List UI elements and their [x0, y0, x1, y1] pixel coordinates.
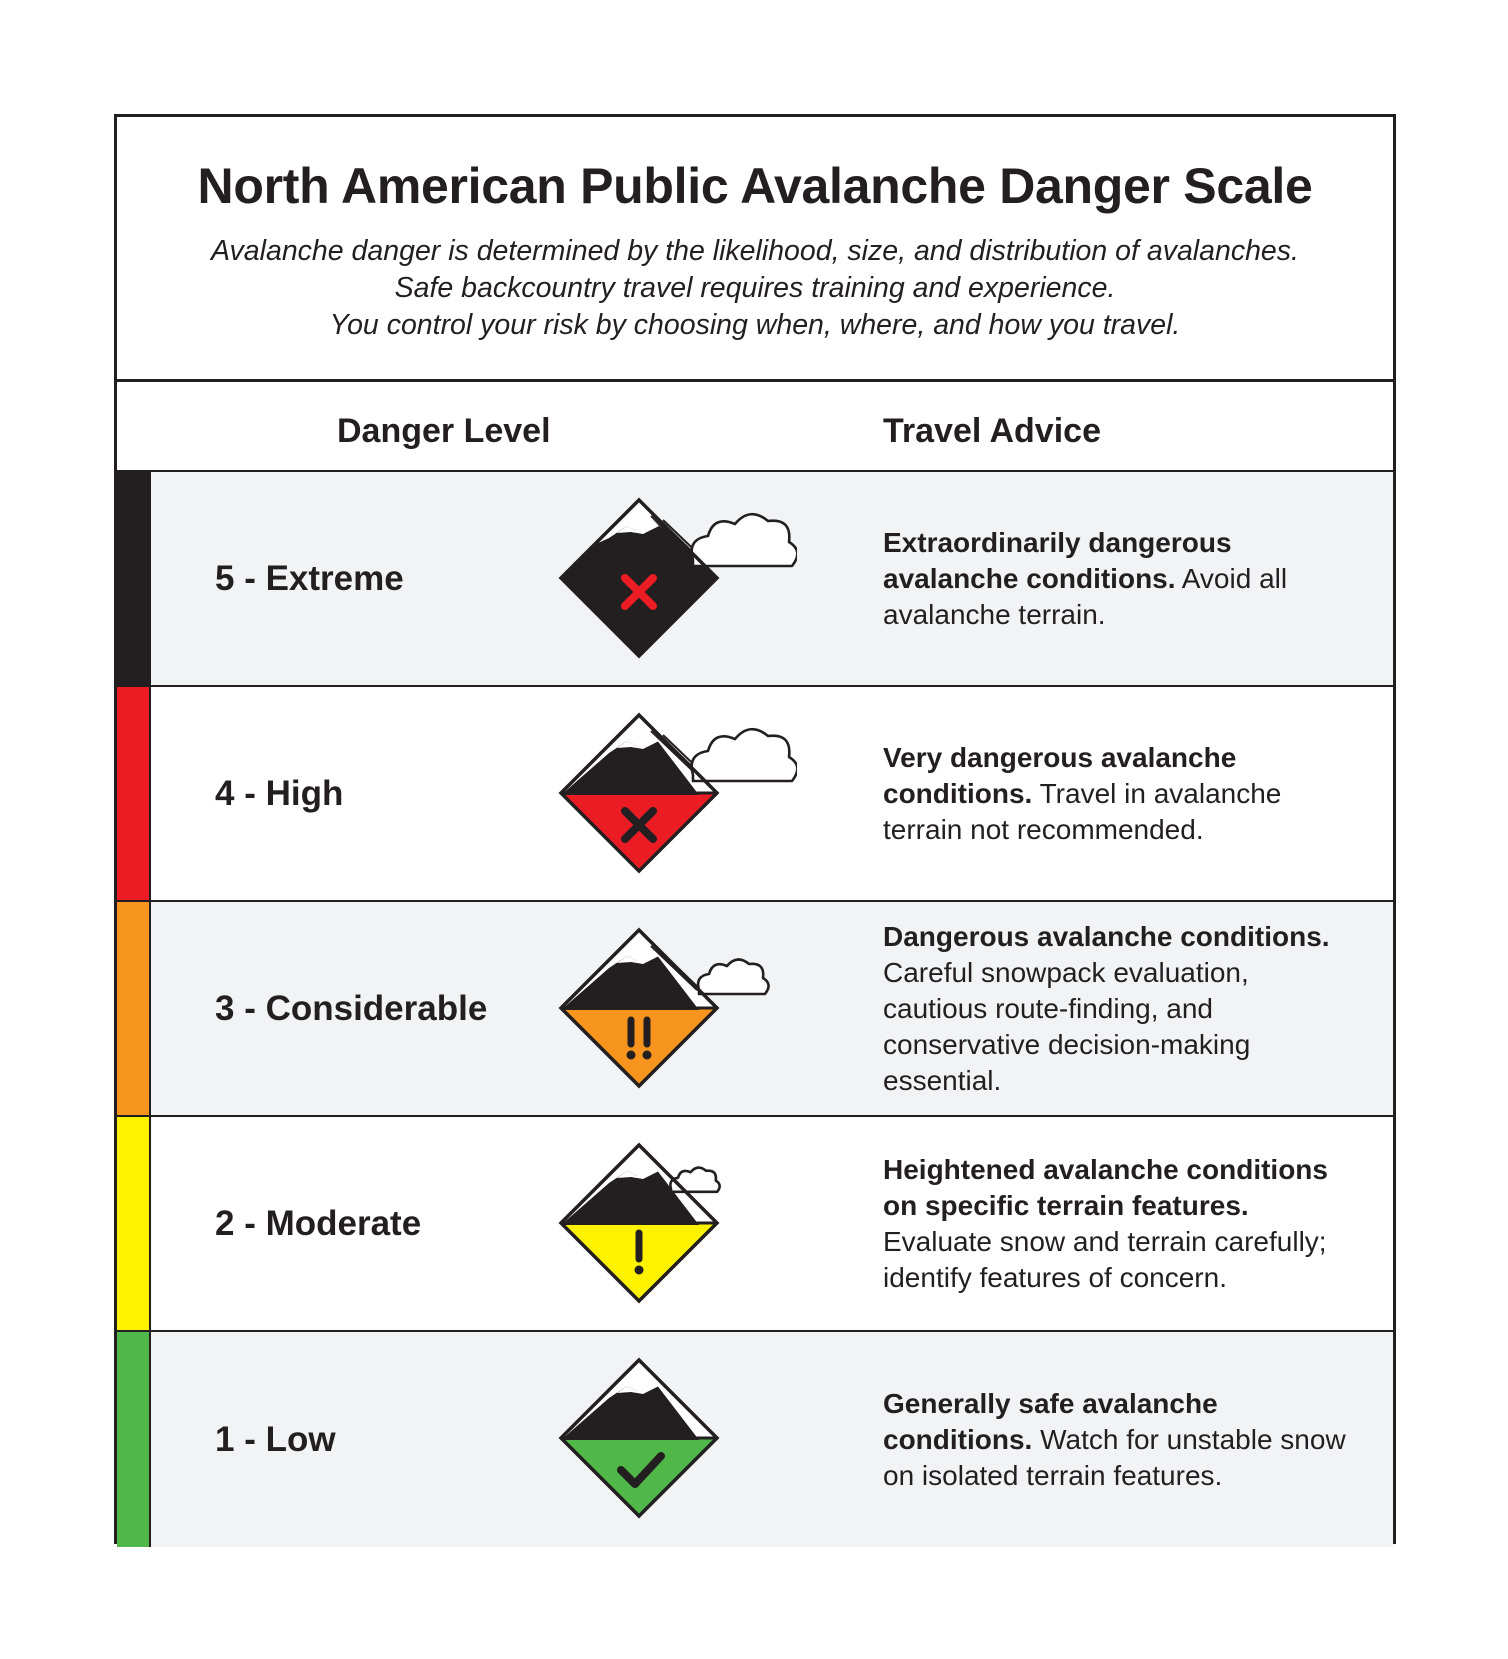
snow-cap — [617, 735, 659, 749]
danger-row-moderate: 2 - Moderate Heightened avalanche conditi… — [117, 1117, 1393, 1332]
snow-cap — [617, 520, 659, 534]
diamond-outline — [558, 1357, 720, 1519]
danger-level-label: 2 - Moderate — [215, 1203, 422, 1243]
avalanche-cloud — [690, 727, 799, 783]
x-mark-icon — [621, 574, 657, 610]
travel-advice-text: Evaluate snow and terrain carefully; ide… — [883, 1225, 1327, 1293]
travel-advice: Dangerous avalanche conditions. Careful … — [883, 902, 1353, 1115]
travel-advice-text: Avoid all avalanche terrain. — [883, 562, 1288, 630]
danger-zone-fill — [561, 558, 717, 656]
subtitle-line: Safe backcountry travel requires trainin… — [394, 272, 1116, 304]
travel-advice-bold: Very dangerous avalanche conditions. — [883, 741, 1237, 809]
diamond-outline — [558, 1142, 720, 1304]
danger-level-column-header: Danger Level — [337, 412, 551, 450]
exclamation-dot — [634, 1265, 644, 1275]
travel-advice: Very dangerous avalanche conditions. Tra… — [883, 687, 1353, 900]
danger-color-swatch — [117, 902, 151, 1115]
danger-row-extreme: 5 - Extreme Extraordinarily dangerous ava… — [117, 472, 1393, 687]
danger-level-label: 3 - Considerable — [215, 988, 488, 1028]
avalanche-cloud — [696, 958, 770, 996]
travel-advice-text: Watch for unstable snow on isolated terr… — [883, 1423, 1346, 1491]
low-avalanche-icon — [557, 1350, 797, 1530]
avalanche-cloud — [669, 1166, 721, 1194]
travel-advice: Generally safe avalanche conditions. Wat… — [883, 1332, 1353, 1547]
travel-advice-bold: Extraordinarily dangerous avalanche cond… — [883, 526, 1232, 594]
diamond-outline — [558, 712, 720, 874]
avalanche-cloud — [690, 512, 799, 568]
subtitle: Avalanche danger is determined by the li… — [117, 233, 1393, 344]
danger-level-label: 4 - High — [215, 773, 344, 813]
exclamation-dot — [626, 1050, 636, 1060]
header: North American Public Avalanche Danger S… — [117, 117, 1393, 382]
mountain-shape — [561, 1165, 699, 1225]
mountain-shape — [561, 950, 699, 1010]
mountain-shape — [561, 735, 699, 795]
high-avalanche-icon — [557, 705, 799, 885]
x-mark-icon — [621, 807, 657, 843]
danger-zone-fill — [561, 1008, 717, 1086]
danger-row-low: 1 - Low Generally safe avalanche conditio… — [117, 1332, 1393, 1547]
subtitle-line: You control your risk by choosing when, … — [329, 309, 1181, 341]
travel-advice-bold: Generally safe avalanche conditions. — [883, 1387, 1218, 1455]
travel-advice: Extraordinarily dangerous avalanche cond… — [883, 472, 1353, 685]
danger-color-swatch — [117, 687, 151, 900]
snow-cap — [617, 950, 659, 964]
danger-color-swatch — [117, 472, 151, 685]
diamond-outline — [558, 927, 720, 1089]
danger-scale-chart: North American Public Avalanche Danger S… — [114, 114, 1396, 1547]
moderate-avalanche-icon — [557, 1135, 797, 1315]
snow-cap — [617, 1380, 659, 1394]
extreme-avalanche-icon — [557, 490, 799, 670]
danger-level-label: 5 - Extreme — [215, 558, 404, 598]
danger-level-label: 1 - Low — [215, 1419, 336, 1459]
diamond-outline — [558, 497, 720, 659]
exclamation-dot — [642, 1050, 652, 1060]
danger-color-swatch — [117, 1332, 151, 1547]
travel-advice: Heightened avalanche conditions on speci… — [883, 1117, 1353, 1330]
travel-advice-column-header: Travel Advice — [883, 412, 1101, 450]
danger-color-swatch — [117, 1117, 151, 1330]
considerable-avalanche-icon — [557, 920, 797, 1100]
mountain-shape — [561, 1380, 699, 1440]
snow-cap — [617, 1165, 659, 1179]
danger-zone-fill — [561, 1438, 717, 1516]
page-title: North American Public Avalanche Danger S… — [197, 158, 1313, 214]
danger-zone-fill — [561, 1223, 717, 1301]
checkmark-icon — [617, 1452, 665, 1488]
subtitle-line: Avalanche danger is determined by the li… — [211, 235, 1299, 267]
travel-advice-text: Travel in avalanche terrain not recommen… — [883, 777, 1282, 845]
danger-row-considerable: 3 - Considerable Dangerous avalanche cond… — [117, 902, 1393, 1117]
danger-row-high: 4 - High Very dangerous avalanche conditi… — [117, 687, 1393, 902]
travel-advice-text: Careful snowpack evaluation, cautious ro… — [883, 956, 1251, 1096]
travel-advice-bold: Dangerous avalanche conditions. — [883, 920, 1330, 952]
column-header-row: Danger Level Travel Advice — [117, 382, 1393, 472]
travel-advice-bold: Heightened avalanche conditions on speci… — [883, 1153, 1328, 1221]
